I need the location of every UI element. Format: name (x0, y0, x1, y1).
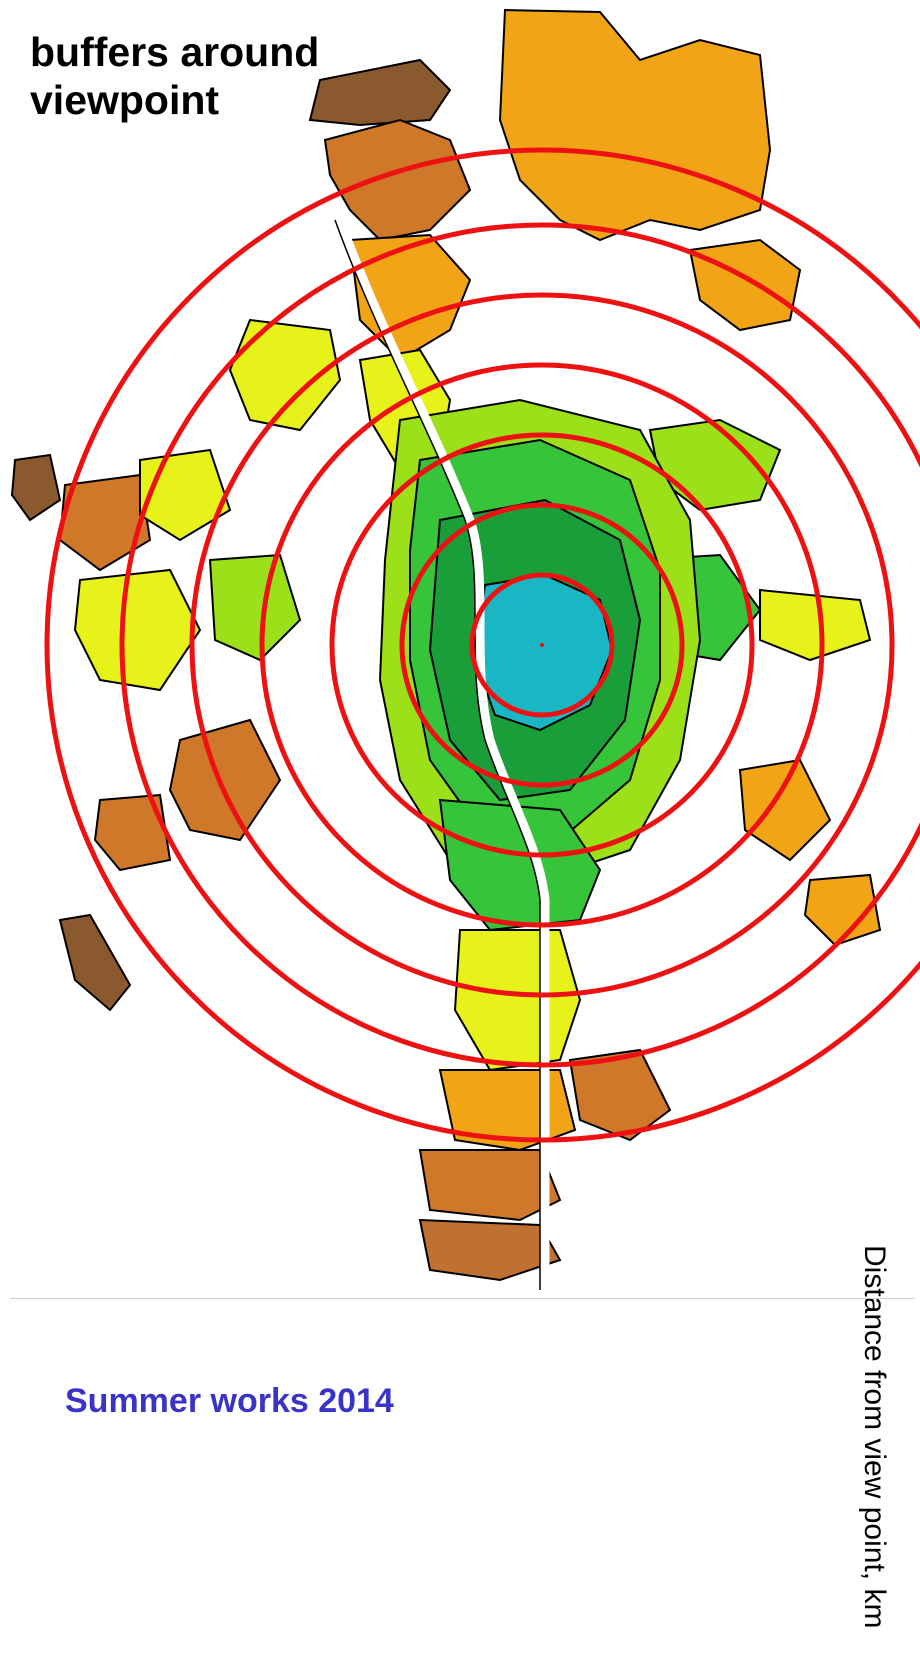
zone-west-yellow-3 (139, 448, 232, 542)
buffer-ring (399, 502, 685, 788)
viewshed-map (10, 8, 920, 1290)
buffer-ring (119, 222, 920, 1068)
zone-south-brown (418, 1218, 562, 1282)
river-outline (334, 219, 541, 1290)
map-title: buffers around viewpoint (30, 29, 320, 123)
buffer-ring (189, 292, 895, 998)
zone-southeast-orange (568, 1048, 672, 1142)
zone-west-brown (10, 453, 62, 522)
buffer-ring (44, 147, 920, 1143)
zone-west-yellow-2 (73, 568, 202, 692)
zone-west-yellow-1 (228, 318, 342, 432)
zone-southwest-orange-2 (93, 793, 172, 872)
divider (10, 1298, 915, 1299)
buffer-ring (329, 432, 755, 858)
zone-west-light-green (208, 553, 302, 662)
buffer-rings (44, 147, 920, 1143)
zone-east-orange (738, 758, 832, 862)
buffer-ring (469, 572, 615, 718)
zone-south-yellow (453, 929, 582, 1072)
zone-southwest-orange (168, 718, 282, 842)
viewpoint-marker-icon (540, 643, 544, 647)
zone-north-orange (498, 8, 772, 242)
zone-northeast-orange (688, 238, 802, 332)
zone-northwest-dark-orange (323, 118, 472, 242)
zone-east-orange-2 (803, 873, 882, 947)
buffer-ring (259, 362, 825, 928)
river (335, 218, 550, 1290)
zone-southwest-brown (58, 913, 132, 1012)
zone-northwest-brown (308, 58, 452, 127)
zone-east-yellow (759, 588, 872, 662)
distance-axis-label: Distance from view point, km (858, 1245, 891, 1629)
zone-south-dark-orange (418, 1149, 562, 1222)
